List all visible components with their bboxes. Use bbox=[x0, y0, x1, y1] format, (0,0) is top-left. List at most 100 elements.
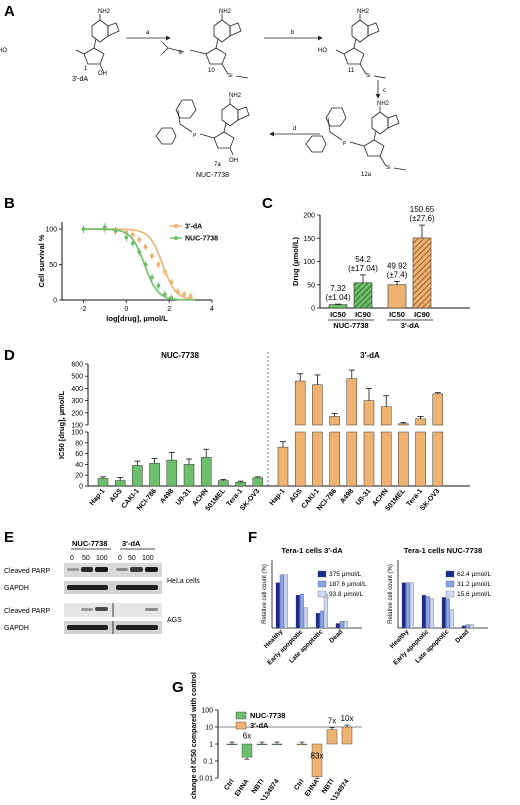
structure-compound-10 bbox=[161, 14, 249, 79]
bar-3da-lower bbox=[398, 431, 409, 487]
legend-label: 3′-dA bbox=[250, 721, 269, 730]
compound-id-12a: 12a bbox=[361, 172, 372, 178]
panel-letter-a: A bbox=[4, 3, 15, 20]
panel-letter-d: D bbox=[4, 347, 15, 364]
bar-early-apoptotic bbox=[299, 593, 304, 629]
data-label: 54.2 bbox=[355, 255, 371, 264]
bar-3da-ic90 bbox=[412, 237, 432, 309]
blot-band bbox=[116, 625, 158, 630]
bar-healthy bbox=[283, 574, 288, 629]
blot-cell-line-label: HeLa cells bbox=[167, 578, 200, 585]
bar-nuc7738 bbox=[252, 477, 264, 487]
bar-a134974 bbox=[341, 726, 353, 745]
bar-3da-lower bbox=[415, 431, 426, 487]
blot-dose-label: 100 bbox=[142, 555, 154, 562]
bar-3da-upper bbox=[346, 378, 358, 426]
bar-3da-lower bbox=[432, 431, 444, 487]
bar-3da-upper bbox=[294, 380, 306, 426]
y-tick-label: 200 bbox=[71, 410, 83, 417]
category-label: Hap-1 bbox=[89, 488, 107, 507]
y-axis-label: Relative cell count (%) bbox=[388, 564, 394, 624]
blot-row-label: GAPDH bbox=[4, 585, 29, 592]
group-label: NUC-7738 bbox=[333, 321, 368, 330]
atom-label-ho: HO bbox=[0, 48, 7, 54]
y-tick-label: 50 bbox=[49, 262, 57, 269]
legend-label: NUC-7738 bbox=[185, 236, 218, 243]
category-label: U0-31 bbox=[355, 488, 373, 507]
legend-label: NUC-7738 bbox=[250, 711, 285, 720]
legend-swatch bbox=[317, 570, 327, 578]
blot-membrane-cleaved-parp-hela bbox=[64, 563, 162, 577]
fold-annotation: 83x bbox=[311, 751, 324, 760]
data-point bbox=[143, 245, 148, 249]
bar-nbti bbox=[326, 729, 338, 745]
y-axis-label: Fold change of IC50 compared with contro… bbox=[191, 672, 198, 800]
blot-row-label: Cleaved PARP bbox=[4, 608, 51, 615]
y-tick-label: 100 bbox=[303, 259, 315, 266]
bar-healthy bbox=[405, 582, 410, 629]
group-label: NUC-7738 bbox=[161, 351, 199, 360]
y-axis-label: Cell survival % bbox=[37, 234, 46, 287]
bar-3da bbox=[277, 446, 289, 487]
data-point bbox=[81, 227, 86, 231]
y-tick-label: 600 bbox=[71, 362, 83, 369]
bar-3da-ic50 bbox=[387, 284, 407, 309]
bar-dead bbox=[461, 625, 466, 629]
legend-label: 93.8 µmol/L bbox=[329, 591, 363, 598]
bar-nuc7738-ic50 bbox=[328, 304, 348, 309]
panel-letter-e: E bbox=[4, 529, 14, 546]
bar-early-apoptotic bbox=[295, 594, 300, 629]
panel-letter-g: G bbox=[172, 679, 184, 696]
bar-nuc7738 bbox=[149, 463, 160, 487]
panel-e-western-blot: NUC-7738 3′-dA 0 50 100 0 50 100 Cleaved… bbox=[4, 539, 200, 634]
blot-cell-line-label: AGS bbox=[167, 617, 182, 624]
bar-3da-upper bbox=[312, 384, 323, 426]
atom-label-nh2: NH2 bbox=[219, 9, 232, 15]
bar-early-apoptotic bbox=[425, 596, 430, 629]
y-tick-label: 0.1 bbox=[203, 759, 213, 766]
y-tick-label: 40 bbox=[75, 462, 83, 469]
bar-nuc7738 bbox=[166, 459, 178, 487]
bar-late-apoptotic bbox=[323, 593, 328, 629]
atom-label-ho: HO bbox=[318, 48, 327, 54]
blot-band bbox=[130, 567, 143, 572]
bar-ctrl bbox=[226, 743, 238, 746]
category-label: AGS bbox=[109, 488, 124, 504]
structure-compound-11 bbox=[335, 14, 387, 79]
blot-band bbox=[116, 585, 158, 590]
legend-swatch bbox=[445, 580, 455, 588]
data-point bbox=[188, 294, 193, 299]
category-label: Dead bbox=[454, 628, 470, 644]
data-point bbox=[169, 295, 174, 300]
bar-3da-upper bbox=[415, 418, 426, 426]
atom-label-si: Si bbox=[386, 165, 390, 171]
data-point bbox=[169, 280, 174, 285]
legend-swatch bbox=[235, 711, 247, 720]
y-tick-label: 500 bbox=[71, 374, 83, 381]
atom-label-si: Si bbox=[228, 73, 232, 79]
step-label-c: c bbox=[383, 88, 386, 94]
chart-title: Tera-1 cells NUC-7738 bbox=[404, 546, 482, 555]
data-point bbox=[143, 262, 148, 267]
bar-3da-upper bbox=[432, 393, 444, 426]
atom-label-nh2: NH2 bbox=[377, 101, 390, 107]
blot-band bbox=[81, 608, 93, 611]
compound-id-1: 1 bbox=[84, 66, 88, 72]
data-point bbox=[137, 249, 142, 254]
panel-letter-f: F bbox=[248, 529, 257, 546]
data-point bbox=[124, 235, 129, 240]
legend-swatch bbox=[445, 570, 455, 578]
atom-label-nh2: NH2 bbox=[357, 9, 370, 15]
legend-label: 187.6 µmol/L bbox=[329, 581, 367, 588]
data-point bbox=[163, 269, 167, 274]
y-axis-label: Relative cell count (%) bbox=[262, 564, 268, 624]
category-label: NBTI bbox=[251, 778, 266, 795]
bar-nuc7738 bbox=[97, 478, 109, 487]
bar-dead bbox=[469, 624, 474, 629]
category-label: A498 bbox=[339, 488, 355, 505]
compound-id-7a: 7a bbox=[214, 162, 221, 168]
panel-b-dose-response: 0 50 100 -2 0 2 4 log[drug], µmol/L Cell surviva… bbox=[37, 222, 218, 323]
y-tick-label: 100 bbox=[45, 227, 57, 234]
y-tick-label: 20 bbox=[75, 473, 83, 480]
